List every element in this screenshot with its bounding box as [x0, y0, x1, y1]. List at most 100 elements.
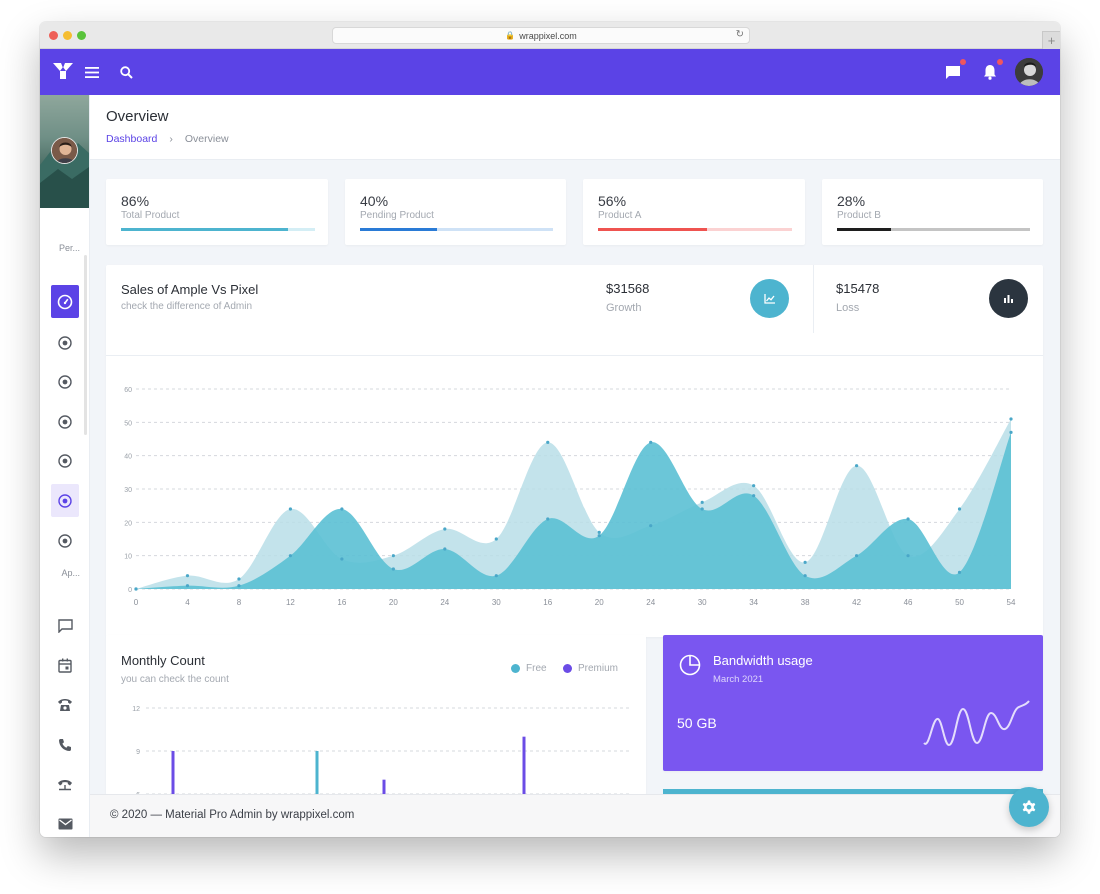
maximize-window-button[interactable]	[77, 31, 86, 40]
stat-value: 40%	[360, 193, 389, 209]
area-series-1	[136, 419, 1011, 589]
stat-label: Product A	[598, 210, 642, 221]
loss-label: Loss	[836, 302, 860, 314]
notifications-icon[interactable]	[980, 59, 1003, 82]
stat-value: 56%	[598, 193, 627, 209]
sidebar-item-2[interactable]	[51, 365, 79, 398]
growth-value: $31568	[606, 281, 650, 296]
address-bar[interactable]: 🔒 wrappixel.com ↻	[332, 27, 750, 44]
growth-chart-button[interactable]	[750, 279, 789, 318]
data-point-series-1	[288, 507, 293, 511]
x-tick-label: 46	[904, 598, 913, 607]
profile-avatar[interactable]	[51, 137, 78, 164]
lock-icon: 🔒	[505, 31, 516, 40]
y-tick-label: 30	[124, 487, 132, 494]
sidebar-item-chat[interactable]	[51, 609, 79, 642]
stat-value: 28%	[837, 193, 866, 209]
sidebar-section-label: Ap...	[61, 568, 80, 578]
sidebar-item-calendar[interactable]	[51, 649, 79, 682]
stat-value: 86%	[121, 193, 150, 209]
data-point-series-2	[597, 534, 601, 538]
breadcrumb-link-dashboard[interactable]: Dashboard	[106, 133, 158, 145]
bar-premium	[382, 779, 386, 795]
x-tick-label: 20	[389, 598, 398, 607]
next-card-top-edge	[663, 789, 1043, 795]
stat-progress-bar	[598, 228, 792, 231]
legend-label-premium: Premium	[578, 663, 619, 674]
loss-chart-button[interactable]	[989, 279, 1028, 318]
data-point-series-2	[443, 547, 447, 551]
settings-fab[interactable]	[1009, 787, 1049, 827]
data-point-series-2	[288, 554, 293, 558]
legend-label-free: Free	[526, 663, 547, 674]
y-tick-label: 60	[124, 387, 132, 394]
x-tick-label: 24	[646, 598, 655, 607]
url-text: wrappixel.com	[519, 30, 577, 41]
data-point-series-2	[391, 567, 395, 571]
reload-icon[interactable]: ↻	[735, 29, 744, 40]
sidebar-item-5[interactable]	[51, 484, 79, 517]
sidebar-section-label: Per...	[58, 243, 80, 253]
x-tick-label: 30	[492, 598, 501, 607]
x-tick-label: 8	[237, 598, 242, 607]
stat-progress-bar	[837, 228, 1030, 231]
y-tick-label: 10	[124, 554, 132, 561]
y-tick-label: 20	[124, 520, 132, 527]
data-point-series-1	[1009, 417, 1013, 421]
bar-free	[315, 751, 319, 795]
bandwidth-sparkline	[923, 700, 1030, 747]
bar-chart-icon	[1004, 295, 1013, 303]
close-window-button[interactable]	[49, 31, 58, 40]
sidebar-item-mail[interactable]	[51, 807, 79, 837]
x-tick-label: 42	[852, 598, 861, 607]
stat-label: Total Product	[121, 210, 180, 221]
data-point-series-2	[494, 574, 498, 578]
data-point-series-1	[803, 560, 807, 564]
page-header: Overview Dashboard › Overview	[90, 95, 1060, 160]
data-point-series-1	[443, 527, 447, 531]
data-point-series-1	[700, 500, 704, 504]
data-point-series-2	[649, 440, 653, 444]
sidebar-item-3[interactable]	[51, 405, 79, 438]
gear-icon	[1022, 800, 1036, 814]
data-point-series-1	[340, 557, 344, 561]
data-point-series-1	[649, 524, 653, 528]
x-tick-label: 30	[698, 598, 707, 607]
sidebar-item-4[interactable]	[51, 444, 79, 477]
data-point-series-1	[957, 507, 962, 511]
monthly-bar-chart-svg: 6 9 12	[132, 706, 631, 795]
messages-icon[interactable]	[943, 59, 966, 82]
data-point-series-1	[494, 537, 498, 541]
radio-icon	[58, 335, 72, 350]
data-point-series-1	[237, 577, 241, 581]
sidebar-scrollbar[interactable]	[84, 255, 87, 435]
bandwidth-card: Bandwidth usage March 2021 50 GB	[663, 635, 1043, 771]
x-tick-label: 0	[134, 598, 139, 607]
logo-icon[interactable]	[52, 60, 74, 82]
sidebar-item-phone[interactable]	[51, 728, 79, 761]
menu-icon[interactable]	[84, 63, 100, 81]
bar-premium	[522, 736, 526, 795]
sidebar-item-6[interactable]	[51, 524, 79, 557]
data-point-series-1	[854, 464, 859, 468]
user-avatar[interactable]	[1015, 58, 1043, 86]
sidebar-item-1[interactable]	[51, 326, 79, 359]
sidebar-item-call-end[interactable]	[51, 767, 79, 800]
x-tick-label: 50	[955, 598, 964, 607]
sidebar-item-dashboard[interactable]	[51, 285, 79, 318]
bandwidth-subtitle: March 2021	[713, 674, 764, 685]
x-tick-label: 24	[440, 598, 449, 607]
y-tick-label: 6	[136, 792, 140, 795]
data-point-series-1	[391, 554, 395, 558]
sidebar-item-telephone[interactable]	[51, 688, 79, 721]
stat-progress-bar	[121, 228, 315, 231]
legend-premium: Premium	[563, 663, 618, 674]
legend-free: Free	[511, 663, 547, 674]
data-point-series-2	[546, 517, 550, 521]
bar-premium	[171, 751, 175, 795]
minimize-window-button[interactable]	[63, 31, 72, 40]
monthly-subtitle: you can check the count	[121, 674, 229, 685]
x-tick-label: 12	[286, 598, 295, 607]
search-icon[interactable]	[118, 63, 134, 81]
new-tab-button[interactable]: +	[1042, 31, 1060, 49]
